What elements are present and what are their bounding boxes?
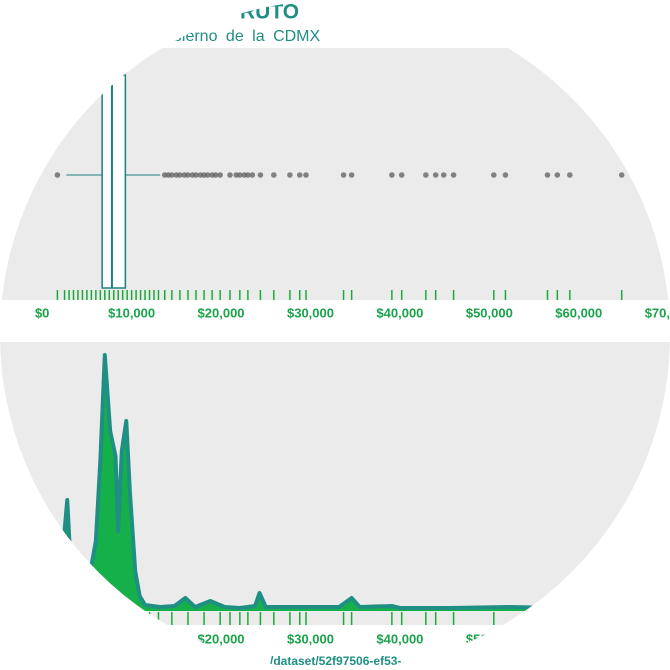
outlier	[257, 172, 264, 178]
subtitle: bierno de la CDMX	[173, 28, 321, 45]
x-tick-label: $10,000	[108, 631, 155, 646]
outlier	[169, 172, 175, 178]
outlier	[249, 172, 256, 178]
outlier	[185, 172, 191, 178]
outlier	[303, 172, 309, 178]
outlier	[423, 172, 429, 178]
outlier	[502, 172, 509, 178]
x-tick-label: $60,000	[555, 305, 602, 320]
outlier	[567, 172, 573, 178]
outlier	[296, 172, 303, 178]
x-tick-label: $30,000	[287, 631, 334, 646]
outlier	[398, 172, 405, 178]
outlier	[237, 172, 243, 178]
x-tick-label: $10,000	[108, 305, 155, 320]
x-tick-label: $20,000	[198, 631, 245, 646]
x-tick-label: $70,000	[645, 305, 670, 320]
x-tick-label: $40,000	[376, 305, 423, 320]
outlier	[450, 172, 457, 178]
outlier	[193, 172, 199, 178]
outlier	[440, 172, 447, 178]
x-tick-label: $20,000	[198, 305, 245, 320]
outlier	[348, 172, 355, 178]
outlier	[54, 172, 61, 178]
outlier	[287, 172, 293, 178]
title: RUTO	[240, 1, 299, 24]
x-tick-label: $0	[35, 631, 49, 646]
outlier	[227, 172, 233, 178]
box	[101, 74, 127, 289]
outlier	[177, 172, 183, 178]
source: /dataset/52f97506-ef53-	[270, 654, 401, 668]
outlier	[217, 172, 223, 178]
outlier	[271, 172, 277, 178]
outlier	[340, 172, 347, 178]
outlier	[432, 172, 439, 178]
outlier	[544, 172, 551, 178]
outlier	[554, 172, 561, 178]
x-tick-label: $50,000	[466, 305, 513, 320]
outlier	[204, 172, 211, 178]
x-tick-label: $70,000	[645, 631, 670, 646]
outlier	[212, 172, 219, 178]
x-tick-label: $40,000	[376, 631, 423, 646]
x-tick-label: $60,000	[555, 631, 602, 646]
density-line	[41, 353, 669, 610]
x-tick-label: $50,000	[466, 631, 513, 646]
outlier	[245, 172, 251, 178]
outlier	[389, 172, 395, 178]
x-tick-label: $0	[35, 305, 49, 320]
outlier	[618, 172, 625, 178]
x-tick-label: $30,000	[287, 305, 334, 320]
outlier	[491, 172, 497, 178]
